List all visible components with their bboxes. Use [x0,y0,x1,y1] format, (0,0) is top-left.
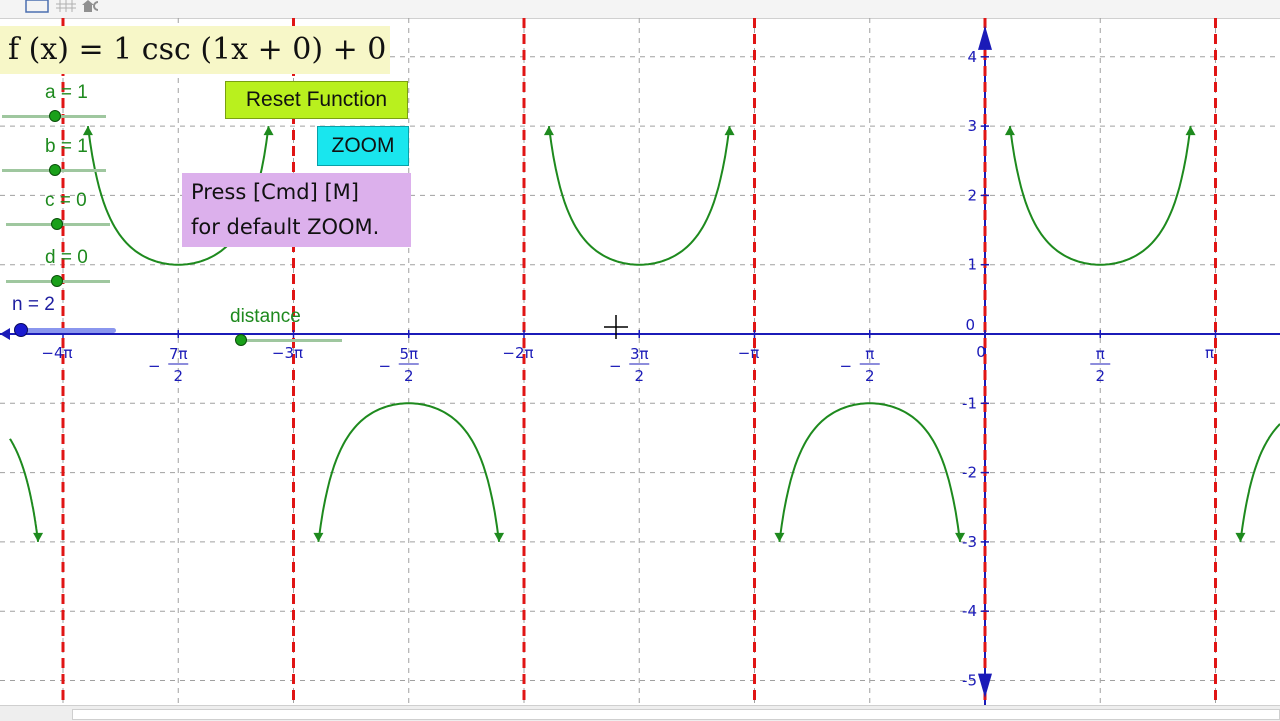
graphics-view-icon[interactable] [25,0,49,13]
toolbar-icons[interactable] [24,0,104,14]
crosshair-cursor-icon [604,315,628,339]
y-tick-label: -2 [962,464,977,482]
slider-c-label: c = 0 [45,190,87,211]
y-axis-arrow-down [978,673,992,698]
csc-branch-arrow [263,126,274,136]
csc-branch-arrow [543,126,554,136]
x-tick-numerator: π [865,345,874,363]
toolbar [0,0,1280,19]
reset-function-button[interactable]: Reset Function [225,81,408,119]
grid-icon[interactable] [56,0,76,12]
x-tick-numerator: π [1096,345,1105,363]
x-tick-denominator: 2 [173,367,183,385]
slider-distance-knob[interactable] [235,334,247,346]
y-tick-label: 0 [965,316,975,334]
slider-distance-track[interactable] [236,339,342,342]
y-tick-label: -3 [962,533,977,551]
y-tick-label: 1 [967,256,977,274]
csc-branch [778,402,962,543]
x-tick-sign: − [148,357,161,375]
x-tick-denominator: 2 [1095,367,1105,385]
csc-branch [1008,125,1192,266]
grid [0,18,1280,708]
origin-label: 0 [976,343,986,361]
x-tick-numerator: 7π [169,345,188,363]
x-tick-label: π [1205,344,1214,362]
zoom-hint-box: Press [Cmd] [M] for default ZOOM. [182,173,411,247]
slider-a-label: a = 1 [45,82,88,103]
undo-icon[interactable] [93,1,99,11]
slider-b-knob[interactable] [49,164,61,176]
csc-branch-arrow [33,532,44,542]
y-axis-arrow-up [978,25,992,50]
csc-branch-arrow [82,126,93,136]
axes [0,18,1280,708]
slider-n-label: n = 2 [12,294,55,315]
graphics-view[interactable]: −4π−7π2−3π−5π2−2π−3π2−π−π2π2π43210-1-2-3… [0,18,1280,708]
csc-branch [317,402,501,543]
csc-branch-arrow [955,532,966,542]
x-tick-label: −2π [502,344,533,362]
csc-branch-arrow [1185,126,1196,136]
y-tick-label: 2 [967,186,977,204]
zoom-hint-line-1: Press [Cmd] [M] [191,180,359,204]
x-tick-numerator: 5π [399,345,418,363]
slider-d-knob[interactable] [51,275,63,287]
csc-branch-arrow [313,532,324,542]
slider-a-knob[interactable] [49,110,61,122]
x-tick-sign: − [839,357,852,375]
function-formula: f (x) = 1 csc (1x + 0) + 0 [0,26,390,74]
csc-branch-arrow [724,126,735,136]
x-tick-denominator: 2 [404,367,414,385]
csc-branch-arrow [1004,126,1015,136]
slider-distance-label: distance [230,306,301,327]
slider-n-track[interactable] [14,328,116,333]
y-tick-label: -4 [962,602,977,620]
csc-branch-arrow [1235,532,1246,542]
csc-branch [1239,423,1280,543]
y-tick-label: -1 [962,394,977,412]
x-tick-sign: − [378,357,391,375]
x-axis-arrow-left [0,328,10,340]
x-tick-label: −3π [272,344,303,362]
x-tick-sign: − [609,357,622,375]
home-icon[interactable] [82,0,94,12]
x-tick-label: −4π [41,344,72,362]
slider-c-knob[interactable] [51,218,63,230]
y-tick-label: 3 [967,117,977,135]
asymptotes [61,18,1217,708]
slider-n-knob[interactable] [14,323,28,337]
x-tick-denominator: 2 [865,367,875,385]
slider-d-label: d = 0 [45,247,88,268]
input-bar[interactable] [72,709,1280,720]
x-tick-label: −π [738,344,760,362]
slider-b-label: b = 1 [45,136,88,157]
csc-branch-arrow [494,532,505,542]
x-tick-numerator: 3π [630,345,649,363]
csc-branch [9,438,40,543]
zoom-hint-line-2: for default ZOOM. [191,215,380,239]
csc-branch [547,125,731,266]
x-tick-denominator: 2 [634,367,644,385]
csc-branch-arrow [774,532,785,542]
tick-labels: −4π−7π2−3π−5π2−2π−3π2−π−π2π2π43210-1-2-3… [41,48,1214,690]
y-tick-label: 4 [967,48,977,66]
y-tick-label: -5 [962,672,977,690]
zoom-button[interactable]: ZOOM [317,126,409,166]
